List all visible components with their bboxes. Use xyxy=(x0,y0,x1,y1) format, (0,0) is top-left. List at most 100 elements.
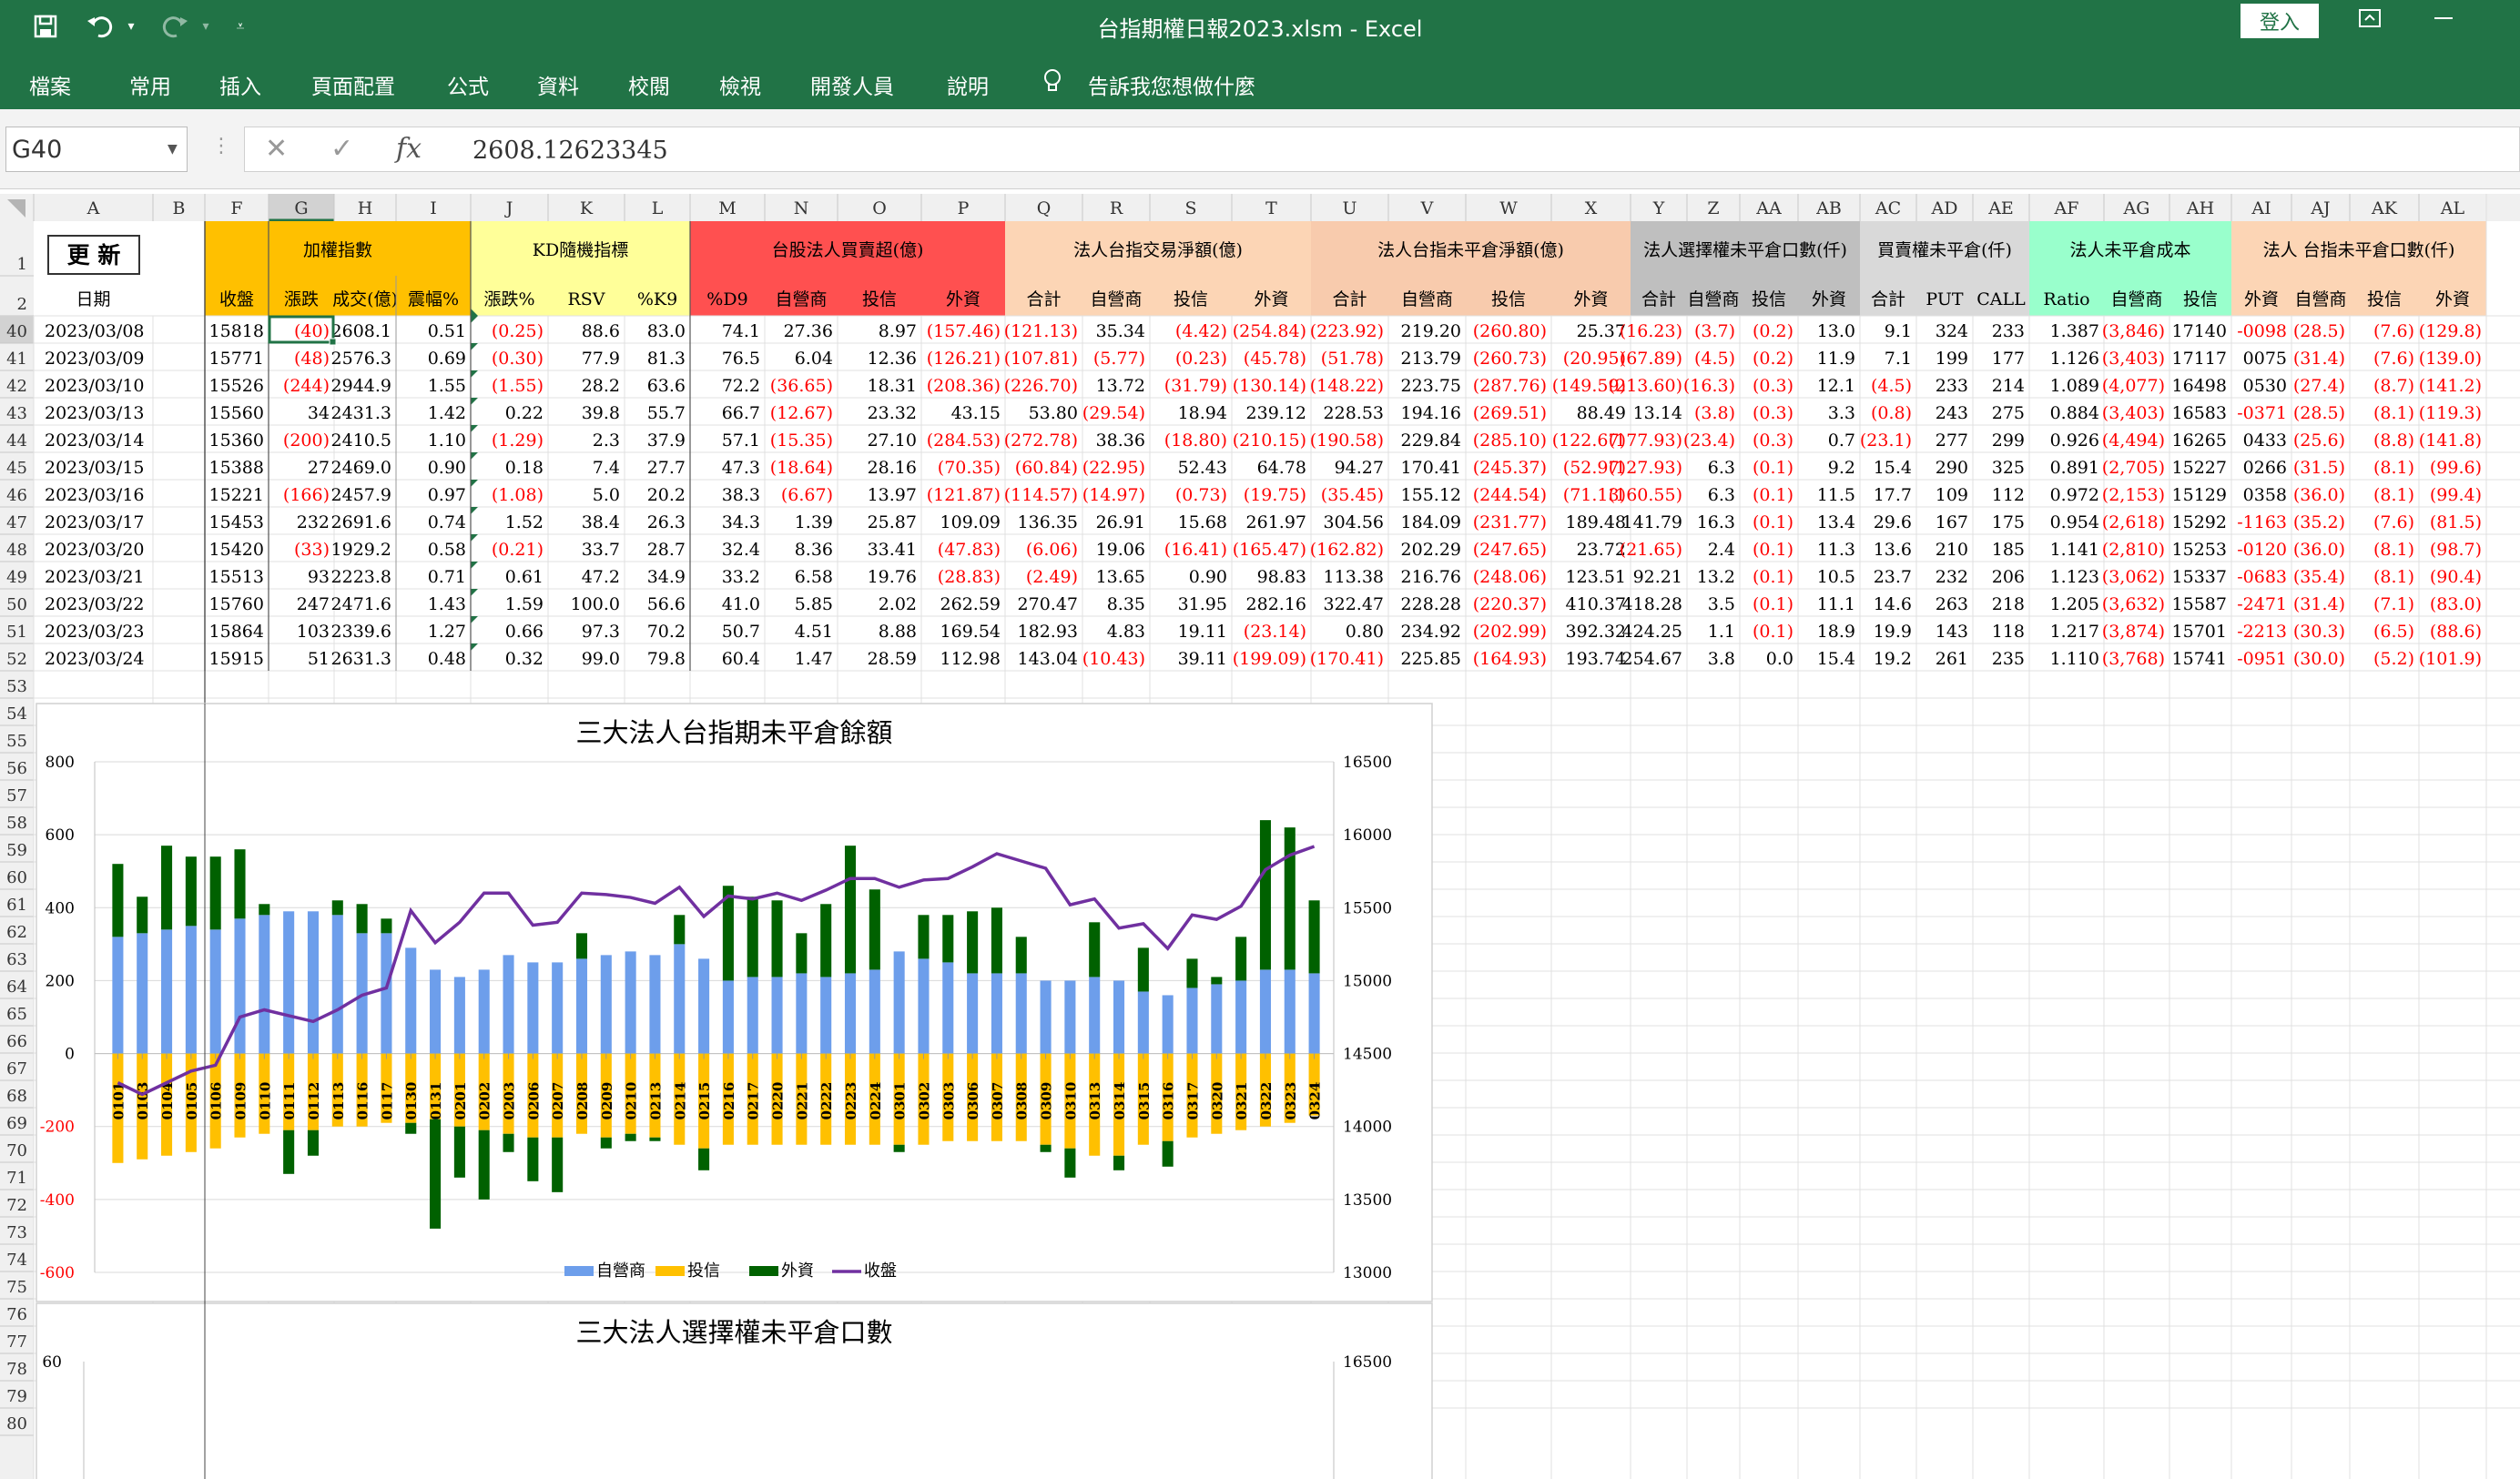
bar-dealer[interactable] xyxy=(1089,977,1101,1054)
cell-value[interactable]: 418.28 xyxy=(1622,594,1682,614)
cell-value[interactable]: 213.79 xyxy=(1401,349,1461,369)
cell-value[interactable]: (4.5) xyxy=(1871,376,1912,396)
chart-futures-oi[interactable]: 三大法人台指期未平倉餘額 800 600 400 200 0 -200 -400 -600 165… xyxy=(36,703,1433,1302)
cell-value[interactable]: 223.75 xyxy=(1401,376,1461,396)
cell-value[interactable]: 0.61 xyxy=(505,567,544,587)
cell-value[interactable]: (14.97) xyxy=(1082,485,1145,505)
cell-value[interactable]: 0.69 xyxy=(428,349,466,369)
name-box[interactable]: G40 xyxy=(5,127,188,172)
cell-value[interactable]: 182.93 xyxy=(1018,622,1078,642)
cell-value[interactable]: 38.36 xyxy=(1096,431,1145,451)
cell-value[interactable]: (0.1) xyxy=(1753,485,1793,505)
cell-value[interactable]: 13.0 xyxy=(1817,321,1855,341)
bar-foreign[interactable] xyxy=(478,1130,490,1200)
cell-value[interactable]: 299 xyxy=(1992,431,2025,451)
cell-value[interactable]: -1163 xyxy=(2237,512,2287,532)
cell-date[interactable]: 2023/03/15 xyxy=(45,458,145,478)
cell-value[interactable]: (67.89) xyxy=(1620,349,1682,369)
cell-value[interactable]: 81.3 xyxy=(647,349,686,369)
cell-value[interactable]: 143.04 xyxy=(1018,649,1078,669)
cell-value[interactable]: 170.41 xyxy=(1401,458,1461,478)
cell-value[interactable]: 304.56 xyxy=(1324,512,1384,532)
cell-value[interactable]: -0098 xyxy=(2237,321,2287,341)
cell-value[interactable]: 27 xyxy=(308,458,330,478)
cell-value[interactable]: 6.3 xyxy=(1708,485,1735,505)
cell-value[interactable]: (52.97) xyxy=(1563,458,1626,478)
select-all-icon[interactable] xyxy=(7,199,25,218)
cell-value[interactable]: 261.97 xyxy=(1246,512,1306,532)
minimize-icon[interactable] xyxy=(2431,5,2456,37)
cell-value[interactable]: (51.78) xyxy=(1321,349,1384,369)
cell-value[interactable]: 34.3 xyxy=(722,512,760,532)
cell-value[interactable]: 270.47 xyxy=(1018,594,1078,614)
bar-trust[interactable] xyxy=(918,1053,930,1145)
cell-value[interactable]: 229.84 xyxy=(1401,431,1461,451)
cell-value[interactable]: 0.22 xyxy=(505,403,544,423)
cell-value[interactable]: (2,618) xyxy=(2102,512,2165,532)
bar-trust[interactable] xyxy=(430,1053,442,1119)
bar-dealer[interactable] xyxy=(185,926,197,1054)
row-header[interactable]: 65 xyxy=(6,1005,27,1024)
cell-value[interactable]: (226.70) xyxy=(1004,376,1078,396)
cell-value[interactable]: 8.97 xyxy=(879,321,917,341)
cell-value[interactable]: 113.38 xyxy=(1324,567,1384,587)
cell-value[interactable]: 0075 xyxy=(2243,349,2287,369)
bar-trust[interactable] xyxy=(893,1053,905,1145)
cell-value[interactable]: 7.1 xyxy=(1885,349,1912,369)
cell-value[interactable]: 28.2 xyxy=(582,376,620,396)
bar-trust[interactable] xyxy=(942,1053,954,1141)
cell-value[interactable]: 2431.3 xyxy=(331,403,391,423)
selected-cell[interactable] xyxy=(268,315,335,344)
bar-trust[interactable] xyxy=(1284,1053,1296,1123)
cell-value[interactable]: 79.8 xyxy=(647,649,686,669)
bar-dealer[interactable] xyxy=(698,958,710,1054)
row-header[interactable]: 60 xyxy=(6,868,27,887)
bar-foreign[interactable] xyxy=(820,904,832,978)
insert-function-icon[interactable]: fx xyxy=(396,133,422,165)
cell-value[interactable]: 33.7 xyxy=(582,540,620,560)
bar-dealer[interactable] xyxy=(1040,980,1052,1054)
cell-value[interactable]: 11.9 xyxy=(1817,349,1855,369)
cell-value[interactable]: 15760 xyxy=(209,594,264,614)
cell-value[interactable]: (27.4) xyxy=(2293,376,2345,396)
cell-value[interactable]: (71.13) xyxy=(1563,485,1626,505)
cell-value[interactable]: 15.68 xyxy=(1178,512,1227,532)
cell-value[interactable]: 7.4 xyxy=(593,458,620,478)
cell-value[interactable]: (28.5) xyxy=(2293,403,2345,423)
line-close[interactable] xyxy=(117,845,1316,1097)
bar-trust[interactable] xyxy=(674,1053,686,1145)
cell-date[interactable]: 2023/03/22 xyxy=(45,594,145,614)
bar-trust[interactable] xyxy=(234,1053,246,1138)
cell-value[interactable]: 13.72 xyxy=(1096,376,1145,396)
row-header[interactable]: 49 xyxy=(6,568,27,587)
cell-value[interactable]: 23.72 xyxy=(1577,540,1626,560)
tab-developer[interactable]: 開發人員 xyxy=(810,76,894,99)
bar-dealer[interactable] xyxy=(600,955,612,1054)
bar-foreign[interactable] xyxy=(307,1130,320,1156)
cell-value[interactable]: 5.85 xyxy=(795,594,833,614)
bar-dealer[interactable] xyxy=(991,973,1002,1054)
cell-value[interactable]: 70.2 xyxy=(647,622,686,642)
bar-foreign[interactable] xyxy=(1113,1155,1125,1170)
tab-review[interactable]: 校閱 xyxy=(628,76,670,99)
row-header[interactable]: 1 xyxy=(17,255,27,274)
tab-view[interactable]: 檢視 xyxy=(719,76,761,99)
bar-trust[interactable] xyxy=(991,1053,1002,1141)
column-header[interactable]: AI xyxy=(2251,198,2271,218)
bar-dealer[interactable] xyxy=(381,933,392,1054)
column-header[interactable]: AA xyxy=(1755,198,1782,218)
cell-value[interactable]: (18.80) xyxy=(1164,431,1227,451)
cell-value[interactable]: 228.28 xyxy=(1401,594,1461,614)
bar-dealer[interactable] xyxy=(722,980,734,1054)
cell-value[interactable]: (285.10) xyxy=(1473,431,1547,451)
bar-dealer[interactable] xyxy=(552,962,564,1054)
cell-value[interactable]: (88.6) xyxy=(2430,622,2482,642)
bar-trust[interactable] xyxy=(600,1053,612,1138)
column-header[interactable]: M xyxy=(718,198,736,218)
row-header[interactable]: 45 xyxy=(6,459,27,478)
bar-foreign[interactable] xyxy=(771,900,783,978)
bar-foreign[interactable] xyxy=(649,1137,661,1141)
cell-value[interactable]: (157.46) xyxy=(927,321,1001,341)
bar-dealer[interactable] xyxy=(356,933,368,1054)
cell-value[interactable]: 6.58 xyxy=(795,567,833,587)
